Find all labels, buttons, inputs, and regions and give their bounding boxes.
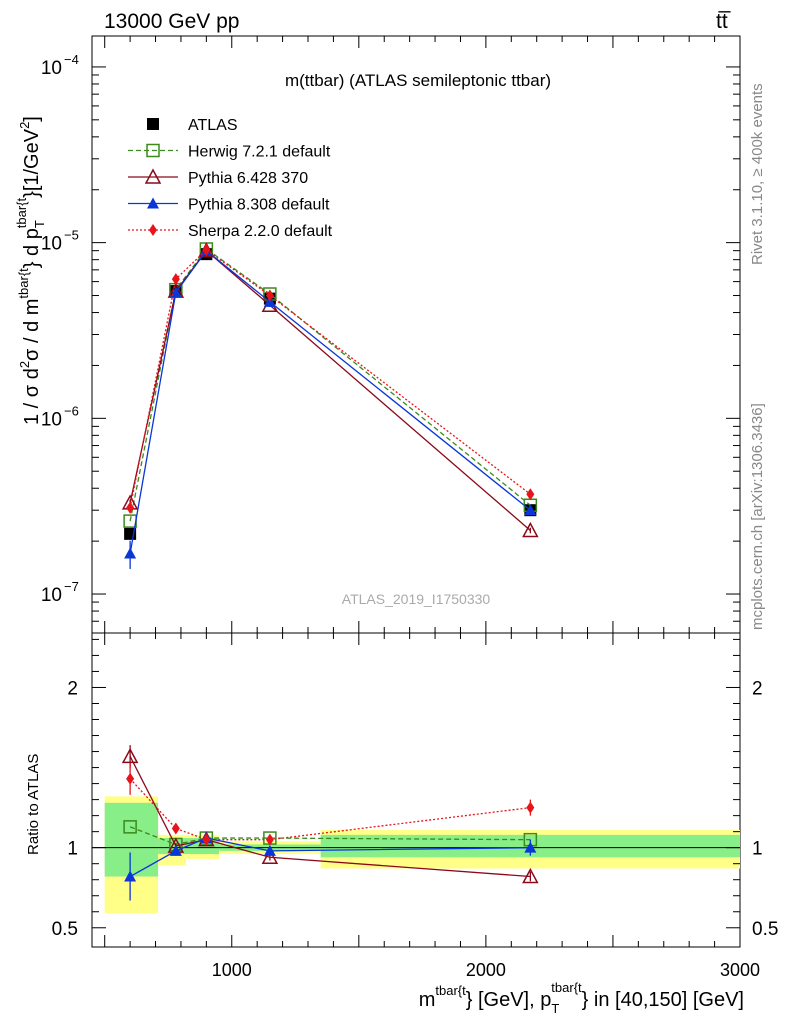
y-tick-label: 10 <box>41 585 62 606</box>
ratio-tick-label-right: 0.5 <box>752 919 778 940</box>
header-right: tt̅ <box>716 10 732 33</box>
ratio-point-pythia-8-308-default <box>524 841 537 853</box>
y-axis-label-ratio: Ratio to ATLAS <box>25 754 42 855</box>
ratio-point-pythia-8-308-default <box>169 844 182 856</box>
y-tick-label: 10 <box>41 409 62 430</box>
y-tick-label: 10 <box>41 58 62 79</box>
ratio-point-sherpa-2-2-0-default <box>526 801 535 814</box>
side-label-top: Rivet 3.1.10, ≥ 400k events <box>749 83 766 265</box>
legend-marker-sherpa-2-2-0-default <box>149 224 157 236</box>
series-line-herwig-7-2-1-default <box>129 248 531 522</box>
x-axis-label: mtbar{t} [GeV], pTtbar{t} in [40,150] [G… <box>419 980 744 1016</box>
svg-text:1 / σ d2σ / d mtbar{t} d pTtba: 1 / σ d2σ / d mtbar{t} d pTtbar{t}[1/GeV… <box>14 116 47 425</box>
series-main-panel <box>121 242 539 569</box>
x-tick-label: 3000 <box>720 960 760 980</box>
series-ratio-panel <box>121 745 539 901</box>
legend-label-herwig-7-2-1-default: Herwig 7.2.1 default <box>188 144 331 161</box>
legend-marker-herwig-7-2-1-default <box>146 143 160 158</box>
legend-marker-pythia-8-308-default <box>147 197 159 209</box>
data-point-pythia-8-308-default <box>124 547 137 559</box>
series-line-pythia-8-308-default <box>129 249 531 554</box>
ratio-point-sherpa-2-2-0-default <box>265 833 274 846</box>
data-point-sherpa-2-2-0-default <box>265 289 274 302</box>
x-tick-label: 2000 <box>466 960 506 980</box>
data-point-sherpa-2-2-0-default <box>202 243 211 256</box>
data-point-sherpa-2-2-0-default <box>171 273 180 286</box>
ratio-point-pythia-6-428-370 <box>121 747 139 764</box>
ratio-tick-label-left: 2 <box>67 678 78 699</box>
legend-label-pythia-6-428-370: Pythia 6.428 370 <box>188 170 308 187</box>
x-tick-label: 1000 <box>212 960 252 980</box>
legend-label-sherpa-2-2-0-default: Sherpa 2.2.0 default <box>188 223 333 240</box>
series-line-pythia-6-428-370 <box>129 249 531 531</box>
watermark-label: ATLAS_2019_I1750330 <box>342 591 491 607</box>
y-axis-label-main: 1 / σ d2σ / d mtbar{t} d pTtbar{t}[1/GeV… <box>14 116 47 425</box>
ratio-point-herwig-7-2-1-default <box>123 820 137 834</box>
y-tick-label-exponent: −6 <box>64 403 79 418</box>
legend: ATLAS Herwig 7.2.1 default Pythia 6.428 37… <box>128 117 333 240</box>
header-left: 13000 GeV pp <box>104 10 239 33</box>
ratio-point-pythia-8-308-default <box>263 844 276 856</box>
data-point-sherpa-2-2-0-default <box>526 488 535 501</box>
y-tick-label-exponent: −5 <box>64 228 79 243</box>
y-tick-label-exponent: −7 <box>64 579 79 594</box>
y-tick-label-exponent: −4 <box>64 52 79 67</box>
ratio-point-pythia-8-308-default <box>124 870 137 882</box>
ratio-point-pythia-6-428-370 <box>261 848 279 865</box>
ratio-point-pythia-6-428-370 <box>522 867 539 884</box>
legend-label-pythia-8-308-default: Pythia 8.308 default <box>188 197 330 214</box>
data-point-sherpa-2-2-0-default <box>126 501 135 514</box>
ratio-tick-label-left: 1 <box>67 839 78 860</box>
side-label-bottom: mcplots.cern.ch [arXiv:1306.3436] <box>749 403 766 630</box>
ratio-tick-label-left: 0.5 <box>52 919 78 940</box>
data-point-pythia-6-428-370 <box>522 521 539 538</box>
legend-marker-atlas <box>147 118 159 130</box>
y-tick-label: 10 <box>41 234 62 255</box>
data-point-pythia-8-308-default <box>524 504 537 516</box>
ratio-point-sherpa-2-2-0-default <box>202 833 211 846</box>
series-line-sherpa-2-2-0-default <box>129 248 531 508</box>
uncertainty-bands <box>92 796 740 914</box>
ratio-tick-label-right: 1 <box>752 839 763 860</box>
ratio-point-sherpa-2-2-0-default <box>171 822 180 835</box>
legend-marker-pythia-6-428-370 <box>144 168 162 184</box>
legend-label-atlas: ATLAS <box>188 117 238 134</box>
ratio-point-sherpa-2-2-0-default <box>126 772 135 785</box>
ratio-tick-label-right: 2 <box>752 678 763 699</box>
svg-text:mtbar{t} [GeV], pTtbar{t} in [: mtbar{t} [GeV], pTtbar{t} in [40,150] [G… <box>419 980 744 1016</box>
band-green <box>104 802 159 877</box>
chart-title: m(ttbar) (ATLAS semileptonic ttbar) <box>285 71 551 90</box>
ratio-plot-frame <box>91 632 741 948</box>
